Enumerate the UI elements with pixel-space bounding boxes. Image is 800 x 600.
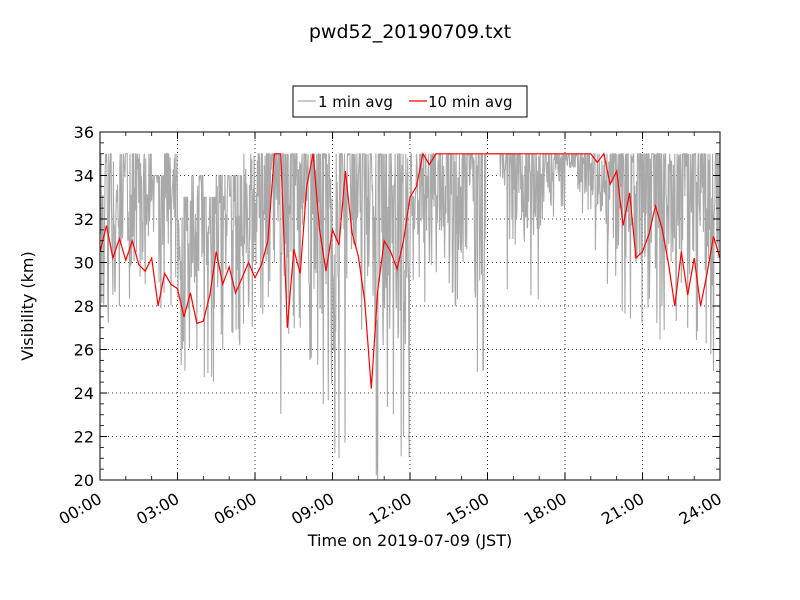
axis-ticks (99, 131, 721, 481)
x-tick-label: 06:00 (211, 489, 260, 529)
y-tick-label: 30 (74, 254, 94, 273)
y-tick-label: 34 (74, 167, 94, 186)
x-tick-label: 09:00 (288, 489, 337, 529)
legend-label-10-min-avg: 10 min avg (428, 93, 513, 111)
y-tick-label: 22 (74, 428, 94, 447)
y-axis-label: Visibility (km) (18, 251, 37, 360)
chart-legend: 1 min avg 10 min avg (292, 85, 528, 118)
x-axis-label: Time on 2019-07-09 (JST) (307, 531, 512, 550)
y-tick-label: 26 (74, 341, 94, 360)
x-tick-label: 03:00 (133, 489, 182, 529)
x-tick-label: 24:00 (676, 489, 725, 529)
y-tick-label: 20 (74, 471, 94, 490)
y-tick-label: 28 (74, 297, 94, 316)
x-tick-labels: 00:00 03:00 06:00 09:00 12:00 15:00 18:00 21:00… (56, 489, 725, 529)
x-tick-label: 15:00 (443, 489, 492, 529)
series-10-min-avg-line (100, 152, 720, 389)
y-tick-label: 32 (74, 210, 94, 229)
x-tick-label: 18:00 (521, 489, 570, 529)
x-tick-label: 00:00 (56, 489, 105, 529)
chart-title: pwd52_20190709.txt (309, 21, 511, 43)
plot-area (100, 152, 720, 480)
y-tick-labels: 20 22 24 26 28 30 32 34 36 (74, 123, 94, 490)
series-1-min-avg-line (100, 152, 720, 480)
y-tick-label: 36 (74, 123, 94, 142)
x-tick-label: 21:00 (598, 489, 647, 529)
y-tick-label: 24 (74, 384, 94, 403)
x-tick-label: 12:00 (366, 489, 415, 529)
legend-label-1-min-avg: 1 min avg (318, 93, 393, 111)
